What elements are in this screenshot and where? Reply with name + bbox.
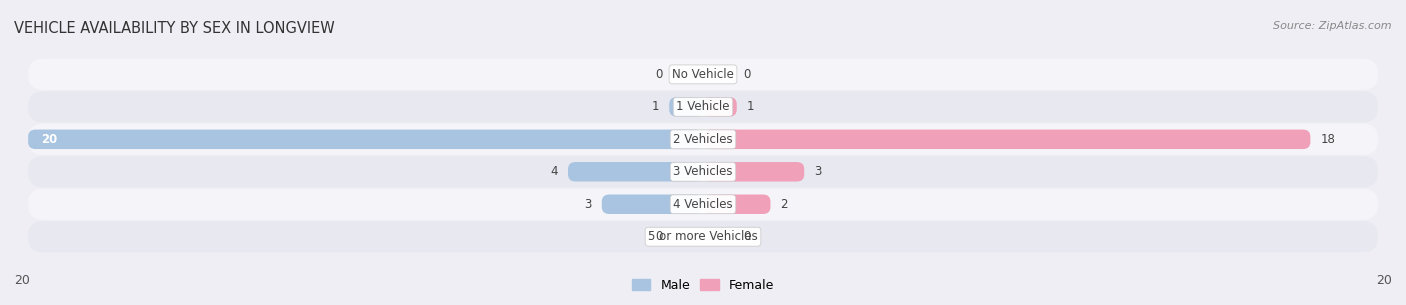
Text: 0: 0 — [744, 68, 751, 81]
FancyBboxPatch shape — [703, 195, 770, 214]
FancyBboxPatch shape — [568, 162, 703, 181]
Text: 4 Vehicles: 4 Vehicles — [673, 198, 733, 211]
FancyBboxPatch shape — [28, 124, 1378, 155]
Text: 1: 1 — [651, 100, 659, 113]
Text: 0: 0 — [744, 230, 751, 243]
Text: 2 Vehicles: 2 Vehicles — [673, 133, 733, 146]
Text: 3 Vehicles: 3 Vehicles — [673, 165, 733, 178]
Text: 0: 0 — [655, 68, 662, 81]
Text: 20: 20 — [1376, 274, 1392, 287]
Text: 5 or more Vehicles: 5 or more Vehicles — [648, 230, 758, 243]
FancyBboxPatch shape — [703, 130, 1310, 149]
FancyBboxPatch shape — [669, 97, 703, 117]
Text: 3: 3 — [814, 165, 821, 178]
Text: No Vehicle: No Vehicle — [672, 68, 734, 81]
Text: 4: 4 — [550, 165, 558, 178]
Text: 0: 0 — [655, 230, 662, 243]
FancyBboxPatch shape — [28, 130, 703, 149]
FancyBboxPatch shape — [703, 162, 804, 181]
Text: 1: 1 — [747, 100, 755, 113]
Text: 1 Vehicle: 1 Vehicle — [676, 100, 730, 113]
FancyBboxPatch shape — [28, 91, 1378, 122]
FancyBboxPatch shape — [28, 189, 1378, 220]
FancyBboxPatch shape — [703, 97, 737, 117]
Text: 3: 3 — [585, 198, 592, 211]
FancyBboxPatch shape — [602, 195, 703, 214]
FancyBboxPatch shape — [28, 221, 1378, 252]
Text: VEHICLE AVAILABILITY BY SEX IN LONGVIEW: VEHICLE AVAILABILITY BY SEX IN LONGVIEW — [14, 21, 335, 36]
Text: Source: ZipAtlas.com: Source: ZipAtlas.com — [1274, 21, 1392, 31]
Text: 20: 20 — [14, 274, 30, 287]
FancyBboxPatch shape — [28, 156, 1378, 187]
Text: 2: 2 — [780, 198, 789, 211]
FancyBboxPatch shape — [28, 59, 1378, 90]
Text: 18: 18 — [1320, 133, 1336, 146]
Text: 20: 20 — [42, 133, 58, 146]
Legend: Male, Female: Male, Female — [630, 276, 776, 294]
